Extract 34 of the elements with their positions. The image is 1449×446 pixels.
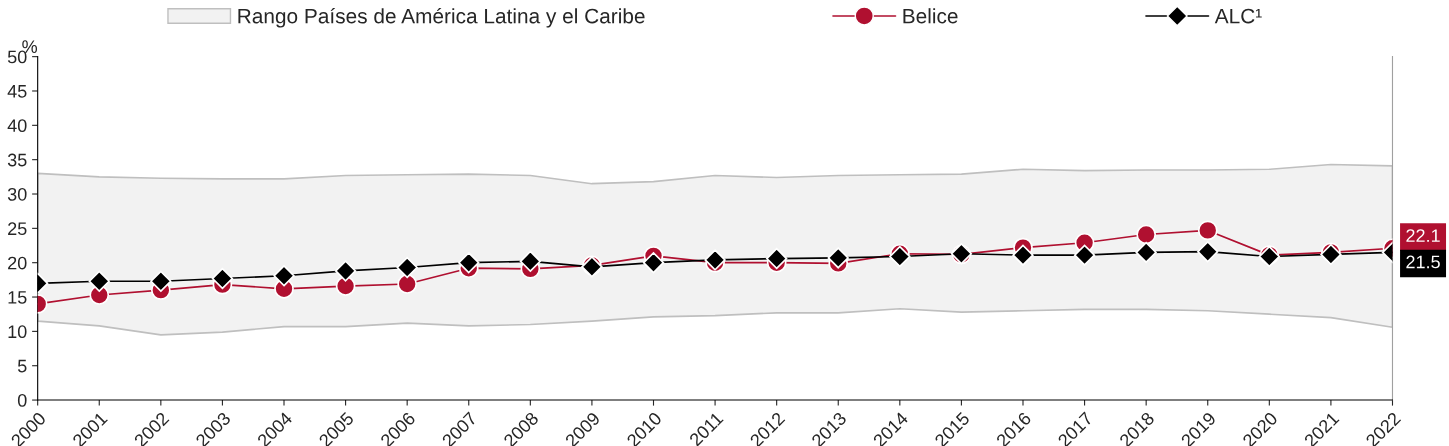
- y-tick-label: 20: [8, 256, 27, 270]
- y-tick-label: 35: [7, 153, 27, 167]
- point: [88, 270, 110, 292]
- data-label: 22.1: [1406, 229, 1440, 242]
- point: [211, 267, 234, 290]
- legend-label: Belice: [903, 8, 958, 24]
- point: [334, 260, 357, 282]
- legend-label: Rango Países de América Latina y el Caribe: [238, 7, 645, 28]
- point: [397, 274, 418, 294]
- point: [1136, 224, 1157, 245]
- point: [150, 270, 172, 292]
- y-tick-label: 30: [7, 187, 27, 201]
- y-tick-label: 25: [8, 222, 27, 236]
- point: [335, 276, 356, 296]
- y-tick-label: 15: [8, 291, 27, 304]
- point: [273, 265, 295, 287]
- y-tick-label: 0: [17, 394, 27, 407]
- point: [642, 252, 665, 274]
- point: [1135, 241, 1157, 264]
- point: [1073, 244, 1096, 266]
- point: [827, 247, 849, 269]
- point: [766, 247, 788, 270]
- y-tick-label: 10: [8, 325, 27, 339]
- point: [1197, 220, 1218, 241]
- point: [519, 250, 541, 272]
- y-tick-label: 45: [7, 85, 27, 98]
- data-label: 21.5: [1406, 255, 1440, 269]
- point: [396, 256, 418, 279]
- legend-label: ALC¹: [1214, 8, 1262, 24]
- point: [1197, 241, 1219, 263]
- y-tick-label: 40: [7, 119, 27, 133]
- y-tick-label: 5: [17, 359, 27, 373]
- point: [458, 252, 480, 274]
- point: [1012, 244, 1034, 266]
